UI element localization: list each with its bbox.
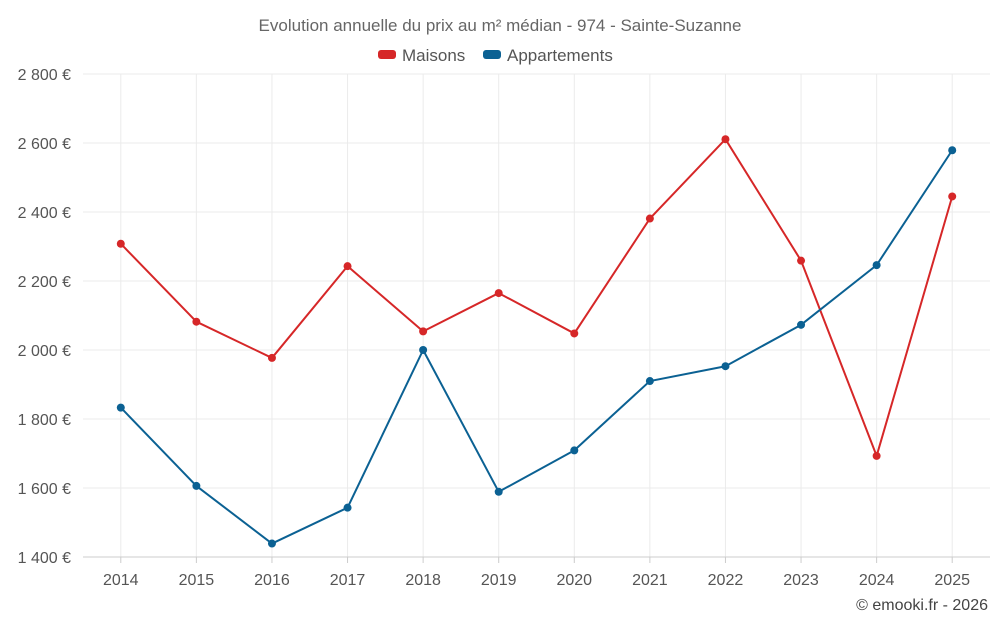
series-line-appartements (120, 149, 954, 545)
credit-text: © emooki.fr - 2026 (856, 597, 988, 614)
y-tick-label: 1 400 € (18, 550, 71, 567)
x-tick-label: 2014 (103, 572, 139, 589)
data-point-maisons[interactable] (570, 329, 579, 338)
data-point-maisons[interactable] (116, 239, 125, 248)
x-tick-label: 2018 (405, 572, 441, 589)
data-point-maisons[interactable] (645, 214, 654, 223)
data-point-appartements[interactable] (494, 487, 503, 496)
legend: Maisons Appartements (378, 46, 613, 65)
y-tick-label: 2 800 € (18, 67, 71, 84)
y-tick-label: 2 000 € (18, 343, 71, 360)
chart-title: Evolution annuelle du prix au m² médian … (259, 16, 742, 35)
x-tick-label: 2023 (783, 572, 819, 589)
data-point-maisons[interactable] (192, 317, 201, 326)
y-tick-label: 2 600 € (18, 136, 71, 153)
x-tick-label: 2020 (556, 572, 592, 589)
series-line-maisons (120, 138, 954, 457)
x-tick-label: 2025 (934, 572, 970, 589)
series (116, 135, 957, 548)
y-tick-label: 2 400 € (18, 205, 71, 222)
data-point-appartements[interactable] (192, 481, 201, 490)
legend-swatch-appartements (483, 50, 501, 59)
data-point-maisons[interactable] (797, 256, 806, 265)
data-point-appartements[interactable] (267, 539, 276, 548)
data-point-appartements[interactable] (948, 146, 957, 155)
data-point-maisons[interactable] (343, 262, 352, 271)
data-point-maisons[interactable] (494, 289, 503, 298)
data-point-appartements[interactable] (872, 261, 881, 270)
x-tick-label: 2017 (330, 572, 366, 589)
data-point-maisons[interactable] (267, 353, 276, 362)
y-tick-label: 1 800 € (18, 412, 71, 429)
y-tick-label: 1 600 € (18, 481, 71, 498)
data-point-appartements[interactable] (570, 446, 579, 455)
axes: 1 400 € 1 600 € 1 800 € 2 000 € 2 200 € 2 400… (18, 67, 990, 589)
data-point-maisons[interactable] (721, 135, 730, 144)
data-point-maisons[interactable] (948, 192, 957, 201)
legend-item-maisons[interactable]: Maisons (378, 46, 465, 65)
data-point-appartements[interactable] (721, 362, 730, 371)
legend-swatch-maisons (378, 50, 396, 59)
data-point-appartements[interactable] (116, 403, 125, 412)
legend-item-appartements[interactable]: Appartements (483, 46, 613, 65)
data-point-maisons[interactable] (872, 451, 881, 460)
data-point-appartements[interactable] (797, 320, 806, 329)
x-tick-label: 2021 (632, 572, 668, 589)
data-point-maisons[interactable] (419, 327, 428, 336)
data-point-appartements[interactable] (343, 503, 352, 512)
data-point-appartements[interactable] (419, 346, 428, 354)
x-tick-label: 2016 (254, 572, 290, 589)
y-tick-label: 2 200 € (18, 274, 71, 291)
legend-label-maisons: Maisons (402, 46, 465, 65)
x-tick-label: 2015 (179, 572, 215, 589)
x-tick-label: 2022 (708, 572, 744, 589)
legend-label-appartements: Appartements (507, 46, 613, 65)
data-point-appartements[interactable] (645, 377, 654, 386)
grid (83, 73, 990, 557)
x-tick-label: 2024 (859, 572, 895, 589)
x-tick-label: 2019 (481, 572, 517, 589)
